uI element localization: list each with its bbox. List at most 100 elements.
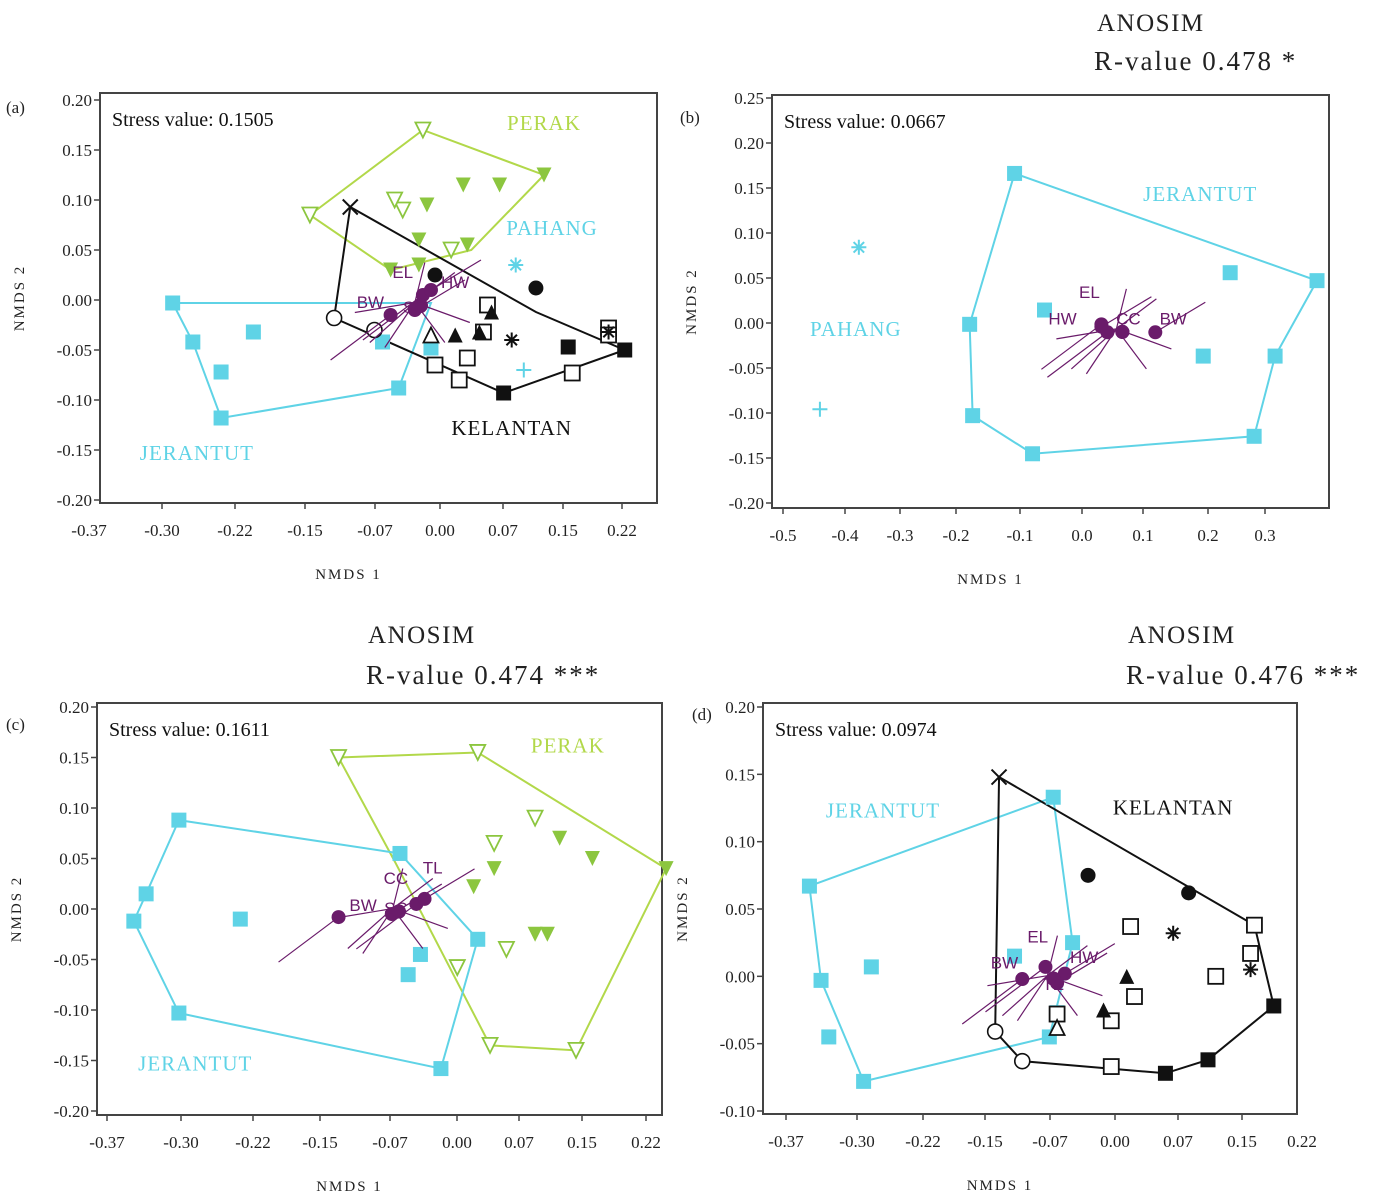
point-jerantut bbox=[1065, 935, 1081, 951]
point-kelantan bbox=[484, 304, 500, 320]
nmds-chart-c: 0.20 0.15 0.10 0.05 0.00 -0.05 -0.10 -0.15 -0.20… bbox=[9, 698, 674, 1195]
point-jerantut bbox=[863, 959, 879, 975]
x-tick-label: -0.3 bbox=[887, 526, 914, 545]
vector-label: HW bbox=[1070, 948, 1098, 967]
y-axis-label: NMDS 2 bbox=[12, 265, 28, 332]
stress-value: Stress value: 0.0667 bbox=[784, 111, 946, 133]
point-kelantan bbox=[447, 327, 463, 343]
vector-line bbox=[1016, 975, 1048, 1021]
y-tick-label: 0.15 bbox=[62, 141, 92, 160]
vector-label: HW bbox=[441, 273, 469, 292]
group-label-kelantan: KELANTAN bbox=[1113, 796, 1234, 820]
y-tick-label: 0.05 bbox=[62, 241, 92, 260]
point-kelantan bbox=[1181, 885, 1197, 901]
y-tick-label: -0.05 bbox=[57, 341, 92, 360]
vector-point bbox=[413, 298, 428, 313]
group-label-perak: PERAK bbox=[531, 733, 605, 757]
vector-point bbox=[1015, 972, 1030, 987]
point-kelantan bbox=[450, 371, 468, 389]
vector-point bbox=[423, 283, 438, 297]
x-tick-label: -0.37 bbox=[768, 1132, 804, 1151]
point-kelantan bbox=[1080, 867, 1096, 883]
y-tick-label: -0.20 bbox=[54, 1102, 89, 1121]
vector-line bbox=[369, 302, 416, 343]
x-tick-label: -0.22 bbox=[235, 1133, 270, 1152]
vector-label: TL bbox=[423, 859, 443, 878]
point-jerantut bbox=[1267, 348, 1283, 364]
point-kelantan bbox=[1096, 1002, 1112, 1018]
y-axis-label: NMDS 2 bbox=[9, 876, 25, 943]
group-label-kelantan: KELANTAN bbox=[451, 416, 572, 440]
x-tick-label: 0.15 bbox=[567, 1133, 597, 1152]
point-kelantan bbox=[528, 280, 544, 296]
y-tick-label: 0.20 bbox=[725, 698, 755, 717]
vector-label: BW bbox=[1160, 309, 1187, 328]
y-tick-label: 0.15 bbox=[725, 765, 755, 784]
x-tick-label: 0.07 bbox=[504, 1133, 534, 1152]
y-tick-label: 0.25 bbox=[734, 89, 764, 108]
y-tick-label: 0.00 bbox=[725, 967, 755, 986]
plot-frame bbox=[771, 94, 1330, 509]
group-label-perak: PERAK bbox=[507, 111, 581, 135]
point-perak bbox=[459, 237, 475, 253]
point-jerantut bbox=[1037, 302, 1053, 318]
y-tick-label: -0.15 bbox=[54, 1052, 89, 1071]
point-kelantan bbox=[1207, 967, 1225, 985]
point-jerantut bbox=[1045, 789, 1061, 805]
point-jerantut bbox=[1007, 948, 1023, 964]
x-tick-label: -0.37 bbox=[89, 1133, 125, 1152]
point-jerantut bbox=[470, 931, 486, 947]
y-tick-label: 0.05 bbox=[59, 850, 89, 869]
vector-point bbox=[417, 891, 432, 906]
x-axis-label: NMDS 1 bbox=[957, 572, 1024, 588]
panel-letter-c: (c) bbox=[6, 715, 25, 734]
vector-line bbox=[355, 903, 417, 950]
x-tick-label: -0.37 bbox=[71, 521, 107, 540]
anosim-title-b: ANOSIM bbox=[1097, 10, 1205, 37]
x-tick-label: 0.3 bbox=[1254, 526, 1275, 545]
point-kelantan bbox=[1200, 1052, 1216, 1068]
y-tick-label: -0.15 bbox=[729, 449, 764, 468]
point-kelantan bbox=[1102, 1058, 1120, 1075]
x-tick-label: 0.22 bbox=[1287, 1132, 1317, 1151]
point-jerantut bbox=[126, 913, 142, 929]
anosim-title-c: ANOSIM bbox=[368, 622, 476, 649]
point-perak bbox=[485, 834, 504, 853]
y-tick-label: -0.05 bbox=[54, 951, 89, 970]
point-kelantan bbox=[427, 267, 443, 283]
nmds-chart-b: 0.25 0.20 0.15 0.10 0.05 0.00 -0.05 -0.10 -0.15 -… bbox=[684, 89, 1330, 588]
point-pahang bbox=[508, 257, 524, 273]
vector-line bbox=[430, 259, 482, 291]
point-jerantut bbox=[423, 340, 439, 356]
anosim-r-value-d: R-value 0.476 *** bbox=[1126, 660, 1361, 690]
x-tick-label: 0.2 bbox=[1197, 526, 1218, 545]
y-tick-label: 0.20 bbox=[62, 91, 92, 110]
stress-value: Stress value: 0.1611 bbox=[109, 719, 270, 741]
point-perak bbox=[466, 879, 482, 895]
vector-line bbox=[1041, 323, 1102, 370]
point-kelantan bbox=[990, 768, 1008, 786]
nmds-chart-a: 0.20 0.15 0.10 0.05 0.00 -0.05 -0.10 -0.15 -0.20… bbox=[12, 91, 658, 583]
vector-line bbox=[1116, 298, 1157, 330]
point-kelantan bbox=[1122, 918, 1140, 935]
point-jerantut bbox=[1246, 428, 1262, 444]
x-tick-label: -0.15 bbox=[302, 1133, 337, 1152]
y-axis-label: NMDS 2 bbox=[675, 875, 691, 942]
point-perak bbox=[411, 232, 427, 248]
y-tick-label: 0.20 bbox=[734, 134, 764, 153]
point-jerantut bbox=[213, 410, 229, 426]
point-jerantut bbox=[821, 1029, 837, 1045]
point-perak bbox=[481, 1036, 499, 1055]
hull-jerantut bbox=[968, 172, 1319, 455]
point-jerantut bbox=[433, 1061, 449, 1077]
anosim-r-value-c: R-value 0.474 *** bbox=[366, 660, 601, 690]
y-tick-label: -0.10 bbox=[729, 404, 764, 423]
vector-point bbox=[1100, 325, 1115, 340]
point-perak bbox=[468, 744, 487, 762]
group-label-jerantut: JERANTUT bbox=[826, 798, 940, 822]
vector-point bbox=[1046, 971, 1061, 986]
panel-letter-d: (d) bbox=[692, 705, 712, 724]
vector-line bbox=[985, 966, 1046, 1013]
x-tick-label: 0.1 bbox=[1132, 526, 1153, 545]
